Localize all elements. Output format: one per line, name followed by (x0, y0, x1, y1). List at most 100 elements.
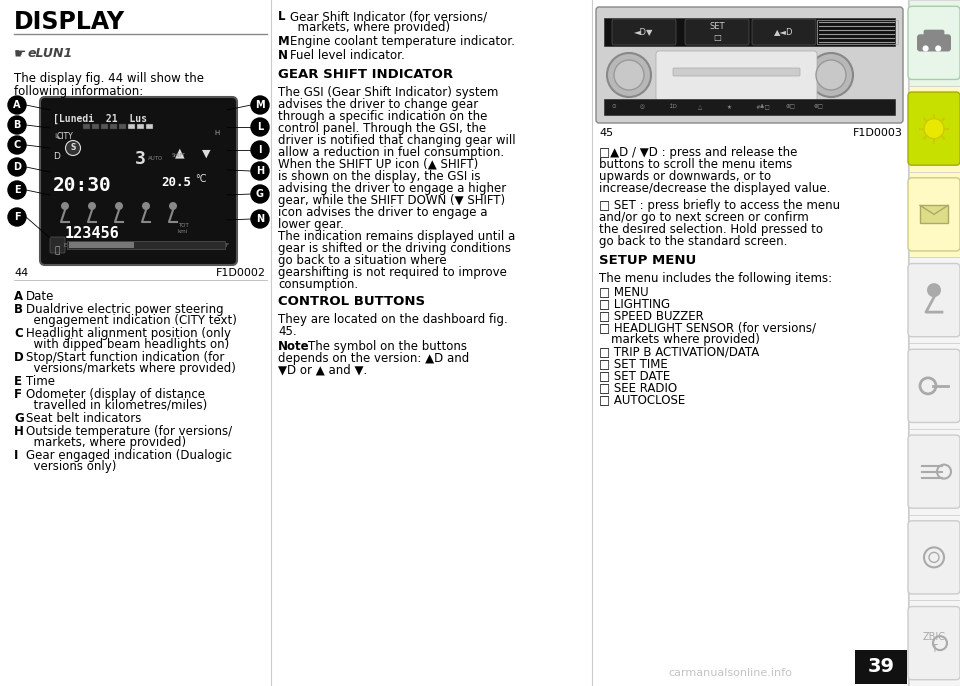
Text: 123456: 123456 (65, 226, 120, 241)
Text: A: A (14, 290, 23, 303)
Text: M: M (278, 35, 290, 48)
Text: Gear Shift Indicator (for versions/: Gear Shift Indicator (for versions/ (290, 10, 487, 23)
Text: 20:30: 20:30 (53, 176, 111, 195)
Text: Time: Time (26, 375, 55, 388)
Circle shape (816, 60, 846, 90)
Text: Dualdrive electric power steering: Dualdrive electric power steering (26, 303, 224, 316)
Text: B: B (14, 303, 23, 316)
Circle shape (115, 202, 123, 210)
FancyBboxPatch shape (924, 29, 945, 40)
Text: through a specific indication on the: through a specific indication on the (278, 110, 488, 123)
Bar (909, 429, 960, 514)
FancyBboxPatch shape (752, 19, 816, 45)
Text: AUTO: AUTO (148, 156, 163, 161)
Text: ⛽: ⛽ (55, 246, 60, 255)
FancyBboxPatch shape (908, 6, 960, 80)
Bar (146, 124, 153, 129)
Text: SET
□: SET □ (709, 23, 725, 42)
Text: Seat belt indicators: Seat belt indicators (26, 412, 141, 425)
Text: D: D (53, 152, 60, 161)
Bar (604, 18, 895, 46)
FancyBboxPatch shape (596, 7, 903, 123)
Text: H: H (14, 425, 24, 438)
Text: and/or go to next screen or confirm: and/or go to next screen or confirm (599, 211, 808, 224)
Text: N: N (278, 49, 288, 62)
Text: °C: °C (195, 174, 206, 184)
FancyBboxPatch shape (908, 178, 960, 251)
Text: advising the driver to engage a higher: advising the driver to engage a higher (278, 182, 506, 195)
Text: □ SPEED BUZZER: □ SPEED BUZZER (599, 309, 704, 322)
Text: CITY: CITY (57, 132, 74, 141)
Bar (101, 124, 108, 129)
Text: ◄D▼: ◄D▼ (635, 27, 654, 36)
Circle shape (614, 60, 644, 90)
Bar (128, 124, 135, 129)
Text: allow a reduction in fuel consumption.: allow a reduction in fuel consumption. (278, 146, 504, 159)
Text: the desired selection. Hold pressed to: the desired selection. Hold pressed to (599, 223, 823, 236)
Text: B: B (13, 120, 21, 130)
Text: The display fig. 44 will show the: The display fig. 44 will show the (14, 72, 204, 85)
Circle shape (8, 136, 26, 154)
Text: 20.5: 20.5 (161, 176, 191, 189)
Text: Outside temperature (for versions/: Outside temperature (for versions/ (26, 425, 232, 438)
Text: Engine coolant temperature indicator.: Engine coolant temperature indicator. (290, 35, 515, 48)
Text: ZBIC
T: ZBIC T (923, 632, 946, 654)
Text: □▲D / ▼D : press and release the: □▲D / ▼D : press and release the (599, 146, 798, 159)
Text: □ AUTOCLOSE: □ AUTOCLOSE (599, 393, 685, 406)
Circle shape (8, 96, 26, 114)
FancyBboxPatch shape (908, 349, 960, 423)
Text: eLUN1: eLUN1 (28, 47, 73, 60)
Text: A: A (13, 100, 21, 110)
Bar (920, 205, 948, 224)
Text: C: C (13, 140, 20, 150)
Text: E: E (63, 243, 66, 248)
Text: SHIFT: SHIFT (172, 153, 186, 158)
Bar (110, 124, 117, 129)
Text: ⊗□: ⊗□ (814, 104, 824, 110)
Text: kmi: kmi (178, 229, 188, 234)
Bar (119, 124, 126, 129)
Text: S: S (70, 143, 76, 152)
Bar (909, 343, 960, 429)
Text: is shown on the display, the GSI is: is shown on the display, the GSI is (278, 170, 481, 183)
Bar (909, 86, 960, 172)
Text: Headlight alignment position (only: Headlight alignment position (only (26, 327, 231, 340)
Text: increase/decrease the displayed value.: increase/decrease the displayed value. (599, 182, 830, 195)
Text: CONTROL BUTTONS: CONTROL BUTTONS (278, 295, 425, 308)
Text: TOT: TOT (178, 223, 189, 228)
Text: versions/markets where provided): versions/markets where provided) (26, 362, 236, 375)
Text: 3: 3 (135, 150, 146, 168)
Bar (817, 20, 898, 44)
Circle shape (935, 45, 941, 51)
FancyBboxPatch shape (612, 19, 676, 45)
Text: □ TRIP B ACTIVATION/DATA: □ TRIP B ACTIVATION/DATA (599, 345, 759, 358)
Text: carmanualsonline.info: carmanualsonline.info (668, 668, 792, 678)
Circle shape (251, 118, 269, 136)
Text: F1D0002: F1D0002 (216, 268, 266, 278)
Circle shape (924, 119, 944, 139)
Text: □ SET TIME: □ SET TIME (599, 357, 668, 370)
Circle shape (8, 208, 26, 226)
Text: □ LIGHTING: □ LIGHTING (599, 297, 670, 310)
Text: Date: Date (26, 290, 55, 303)
Text: Fuel level indicator.: Fuel level indicator. (290, 49, 405, 62)
Bar (909, 257, 960, 343)
Text: D: D (13, 162, 21, 172)
Text: ▼D or ▲ and ▼.: ▼D or ▲ and ▼. (278, 364, 368, 377)
Text: L: L (278, 10, 285, 23)
Text: The GSI (Gear Shift Indicator) system: The GSI (Gear Shift Indicator) system (278, 86, 498, 99)
Text: G: G (14, 412, 24, 425)
Text: travelled in kilometres/miles): travelled in kilometres/miles) (26, 399, 207, 412)
Text: engagement indication (CITY text): engagement indication (CITY text) (26, 314, 237, 327)
Text: M: M (255, 100, 265, 110)
FancyBboxPatch shape (685, 19, 749, 45)
Text: following information:: following information: (14, 85, 143, 98)
Text: ◎: ◎ (640, 104, 645, 110)
Text: F1D0003: F1D0003 (853, 128, 903, 138)
Text: ▲◄D: ▲◄D (775, 27, 794, 36)
Text: L: L (257, 122, 263, 132)
Text: G: G (256, 189, 264, 199)
Text: gear, while the SHIFT DOWN (▼ SHIFT): gear, while the SHIFT DOWN (▼ SHIFT) (278, 194, 505, 207)
Text: E: E (13, 185, 20, 195)
Text: gear is shifted or the driving conditions: gear is shifted or the driving condition… (278, 242, 511, 255)
